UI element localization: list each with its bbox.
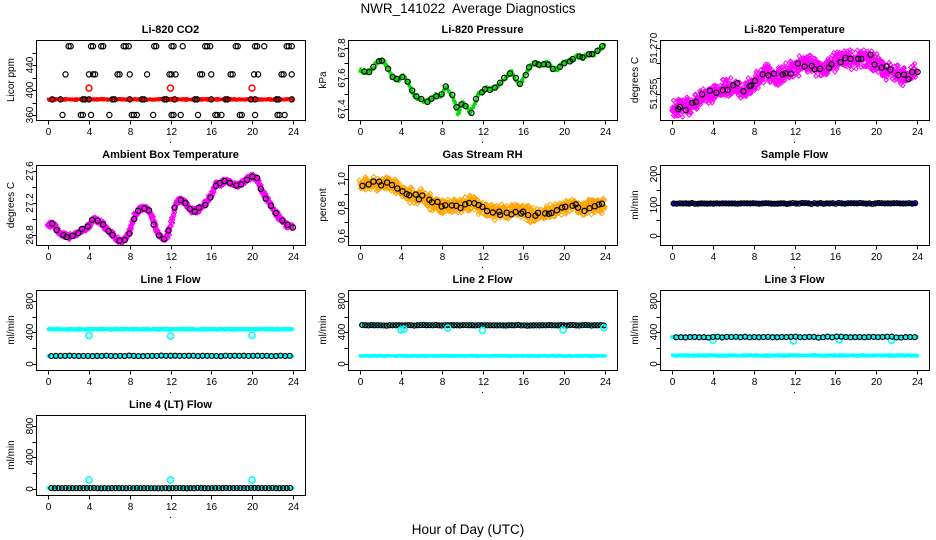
panel-line4-lt-flow: [0, 395, 312, 520]
x-axis-label: Hour of Day (UTC): [411, 522, 525, 537]
chart-line1-flow: [0, 270, 312, 395]
panel-sample-flow: [624, 145, 936, 270]
chart-sample-flow: [624, 145, 936, 270]
chart-grid: [0, 20, 936, 520]
chart-line2-flow: [312, 270, 624, 395]
panel-line2-flow: [312, 270, 624, 395]
panel-gas-stream-rh: [312, 145, 624, 270]
chart-li820-pressure: [312, 20, 624, 145]
panel-ambient-box-temperature: [0, 145, 312, 270]
panel-line1-flow: [0, 270, 312, 395]
chart-li820-co2: [0, 20, 312, 145]
chart-ambient-box-temperature: [0, 145, 312, 270]
panel-li820-pressure: [312, 20, 624, 145]
chart-gas-stream-rh: [312, 145, 624, 270]
page-title: NWR_141022 Average Diagnostics: [360, 1, 576, 16]
panel-li820-co2: [0, 20, 312, 145]
panel-line3-flow: [624, 270, 936, 395]
chart-line4-lt-flow: [0, 395, 312, 520]
panel-li820-temperature: [624, 20, 936, 145]
chart-li820-temperature: [624, 20, 936, 145]
chart-line3-flow: [624, 270, 936, 395]
